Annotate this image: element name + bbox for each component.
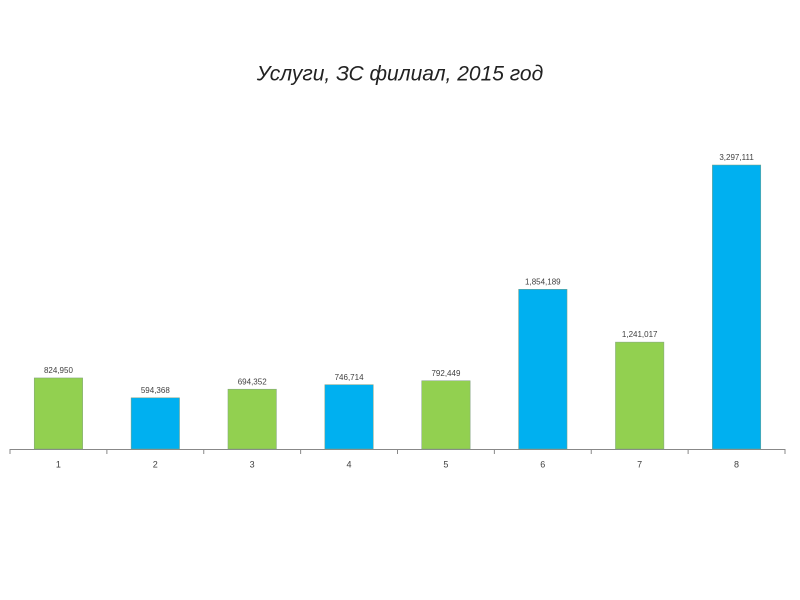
- value-label: 792,449: [431, 369, 460, 378]
- value-label: 824,950: [44, 366, 73, 375]
- bar: [324, 384, 374, 450]
- x-tick-label: 5: [443, 459, 448, 469]
- value-label: 594,368: [141, 386, 170, 395]
- value-label: 694,352: [238, 377, 267, 386]
- value-label: 3,297,111: [719, 153, 754, 162]
- bar: [227, 388, 277, 450]
- bar: [421, 380, 471, 450]
- bar: [615, 341, 665, 450]
- x-tick-label: 3: [250, 459, 255, 469]
- x-tick-label: 2: [153, 459, 158, 469]
- bar: [518, 289, 568, 450]
- x-tick-label: 7: [637, 459, 642, 469]
- x-tick-label: 6: [540, 459, 545, 469]
- x-tick-label: 8: [734, 459, 739, 469]
- chart-title: Услуги, ЗС филиал, 2015 год: [256, 63, 543, 86]
- bar: [130, 397, 180, 450]
- x-tick-label: 1: [56, 459, 61, 469]
- value-label: 746,714: [335, 373, 364, 382]
- bar: [712, 164, 762, 450]
- value-label: 1,854,189: [525, 277, 561, 286]
- bar: [33, 377, 83, 450]
- x-tick-label: 4: [347, 459, 352, 469]
- value-label: 1,241,017: [622, 330, 658, 339]
